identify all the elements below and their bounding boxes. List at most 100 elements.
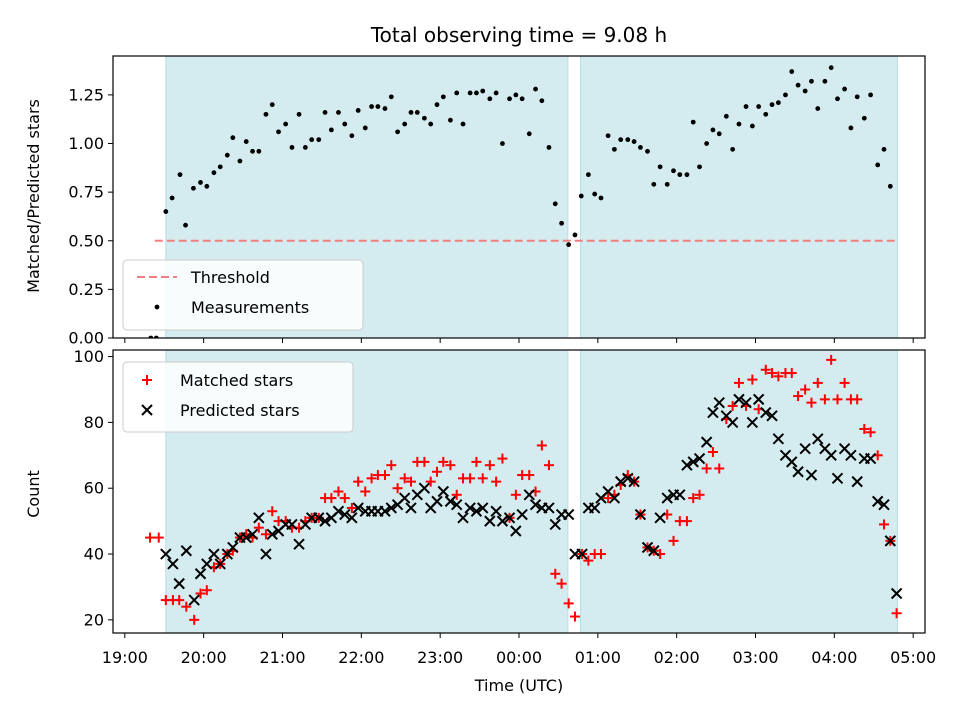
measurement-point: [592, 191, 598, 197]
measurement-point: [336, 110, 341, 115]
measurement-point: [211, 170, 217, 176]
measurement-point: [454, 90, 460, 96]
measurement-point: [578, 193, 584, 199]
measurement-point: [460, 121, 466, 127]
measurement-point: [657, 164, 663, 170]
measurement-point: [697, 164, 702, 170]
predicted-star-point: [884, 535, 897, 547]
matched-star-point: [386, 460, 397, 471]
predicted-star-point: [510, 525, 522, 537]
predicted-star-point: [523, 489, 535, 501]
matched-star-point: [839, 377, 850, 388]
measurement-point: [177, 172, 183, 178]
matched-star-point: [694, 489, 705, 500]
measurement-point: [375, 104, 381, 109]
measurement-point: [428, 121, 434, 127]
predicted-star-point: [674, 489, 686, 501]
matched-star-point: [879, 519, 890, 530]
measurement-point: [191, 185, 196, 191]
predicted-star-point: [543, 502, 555, 514]
measurement-point: [362, 125, 368, 131]
measurement-point: [395, 129, 400, 135]
measurement-point: [775, 100, 781, 106]
predicted-star-point: [516, 508, 528, 521]
bottom-panel: 20 40 60 80 100 19:00 20:00 21:00 22:00 23:00 00:0…: [73, 347, 936, 667]
measurement-point: [204, 183, 210, 189]
measurement-point: [328, 127, 334, 133]
measurement-point: [645, 148, 650, 154]
matched-star-point: [333, 486, 344, 497]
measurement-point: [448, 117, 453, 123]
measurement-point: [342, 121, 348, 127]
predicted-star-point: [503, 512, 516, 524]
predicted-star-point: [227, 541, 239, 554]
measurement-point: [572, 232, 578, 238]
matched-star-point: [339, 493, 350, 504]
matched-star-point: [477, 473, 488, 484]
y-tick-label: 0.75: [68, 183, 104, 202]
predicted-star-point: [379, 505, 391, 517]
matched-star-point: [174, 595, 185, 606]
x-tick-label: 01:00: [575, 648, 621, 667]
measurement-point: [474, 90, 479, 96]
measurement-point: [716, 131, 722, 137]
predicted-star-point: [634, 508, 647, 521]
predicted-star-point: [444, 495, 457, 508]
predicted-star-point: [890, 587, 903, 600]
measurement-point: [467, 90, 473, 96]
measurement-point: [421, 115, 427, 121]
measurement-point: [730, 146, 736, 152]
matched-star-point: [510, 489, 521, 500]
measurement-point: [440, 94, 446, 100]
predicted-star-point: [293, 538, 305, 550]
measurement-point: [789, 69, 795, 74]
predicted-star-point: [240, 531, 252, 544]
plot-area: [148, 65, 898, 338]
measurement-point: [408, 110, 414, 115]
matched-star-point: [353, 476, 364, 487]
shaded-interval: [579, 349, 898, 634]
measurement-point: [402, 121, 408, 127]
legend-predicted-swatch: [141, 404, 153, 416]
predicted-star-point: [628, 475, 640, 488]
predicted-star-point: [173, 577, 185, 590]
predicted-star-point: [845, 449, 857, 462]
predicted-star-point: [188, 594, 200, 606]
measurement-point: [828, 65, 834, 71]
y-tick-label: 60: [84, 479, 104, 498]
measurement-point: [664, 181, 670, 187]
predicted-star-point: [661, 492, 673, 504]
x-tick-label: 02:00: [654, 648, 700, 667]
x-tick-label: 19:00: [102, 648, 148, 667]
measurement-point: [769, 102, 775, 108]
matched-star-point: [419, 456, 430, 467]
measurement-point: [559, 220, 564, 226]
predicted-star-point: [812, 433, 824, 445]
predicted-star-point: [693, 452, 706, 465]
matched-star-point: [701, 463, 712, 474]
legend-predicted-label: Predicted stars: [180, 401, 300, 420]
matched-star-point: [153, 532, 164, 543]
measurement-point: [835, 96, 840, 102]
measurement-point: [611, 146, 617, 152]
predicted-star-point: [576, 548, 588, 560]
measurement-point: [638, 145, 643, 150]
predicted-star-point: [346, 512, 358, 524]
matched-star-point: [852, 394, 863, 405]
matched-star-point: [733, 377, 744, 388]
x-tick-label: 05:00: [890, 648, 936, 667]
measurement-point: [163, 209, 169, 214]
matched-star-point: [438, 456, 449, 467]
matched-star-point: [569, 611, 580, 622]
measurement-point: [237, 158, 243, 164]
x-tick-label: 23:00: [417, 648, 463, 667]
predicted-star-point: [825, 449, 837, 462]
matched-star-point: [550, 568, 561, 579]
y-tick-label: 0.25: [68, 280, 104, 299]
measurement-point: [710, 127, 716, 133]
predicted-star-point: [871, 495, 884, 508]
x-tick-label: 00:00: [496, 648, 542, 667]
measurement-point: [507, 96, 512, 102]
predicted-star-point: [437, 485, 450, 498]
predicted-star-point: [772, 433, 785, 445]
